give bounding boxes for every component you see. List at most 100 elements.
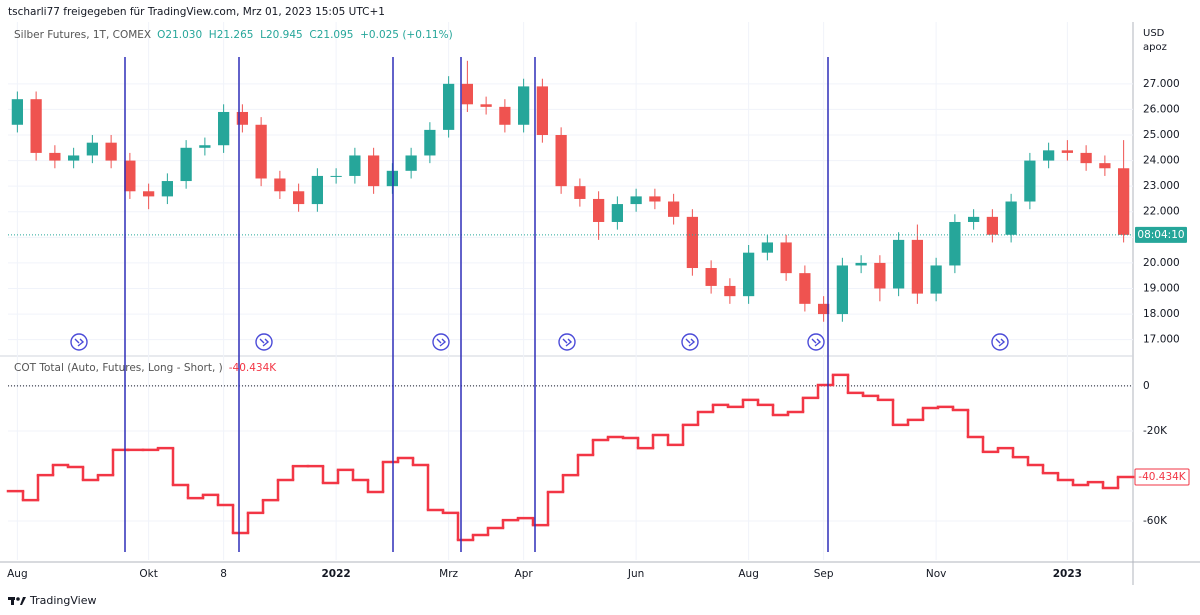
candle-body [443,83,455,130]
logo-part [16,597,20,601]
candle-body [1080,152,1092,164]
candle-body [574,186,586,199]
event-icons[interactable] [70,333,1009,351]
y-tick-label: 0 [1143,380,1150,392]
candle-body [818,303,830,315]
candle-body [874,262,886,289]
candle-body [499,106,511,125]
candle-body [536,86,548,135]
footer-logo [8,597,26,605]
last-price-box [1135,226,1187,243]
candle-body [630,196,642,205]
candle-body [293,191,305,205]
last-value-box [1134,468,1190,486]
candle-body [799,273,811,304]
event-icon[interactable] [255,333,273,351]
candle-body [780,242,792,274]
candle-body [143,191,155,197]
x-tick-label: Apr [515,568,534,580]
logo-part [11,597,14,605]
y-tick-label: 27.000 [1143,78,1180,90]
candle-body [480,104,492,107]
candle-body [86,142,98,156]
candle-body [893,239,905,289]
candle-body [649,196,661,202]
candle-body [518,86,530,125]
x-tick-label: Aug [7,568,28,580]
y-tick-label: 25.000 [1143,129,1180,141]
candle-body [274,178,286,192]
series-name: Silber Futures, 1T, COMEX [14,29,152,41]
event-icon[interactable] [991,333,1009,351]
candle-body [836,265,848,315]
candle-body [761,242,773,253]
y-tick-label: 18.000 [1143,308,1180,320]
logo-part [20,597,26,605]
event-icon[interactable] [432,333,450,351]
candle-body [593,198,605,222]
candle-body [1024,160,1036,202]
candle-body [330,175,342,177]
y-tick-label: 24.000 [1143,155,1180,167]
x-tick-label: Nov [926,568,947,580]
candle-body [180,147,192,182]
y-tick-label: 26.000 [1143,103,1180,115]
candle-body [255,124,267,179]
y-unit-note: apoz [1143,42,1167,53]
candle-body [424,129,436,156]
candle-body [11,99,23,125]
candle-body [986,216,998,235]
candle-body [743,252,755,297]
candle-body [1043,150,1055,161]
candle-body [405,155,417,171]
y-unit: USD [1143,28,1165,39]
candle-body [705,268,717,286]
event-icon[interactable] [681,333,699,351]
candle-body [911,239,923,294]
annotations [124,57,829,552]
event-icon[interactable] [70,333,88,351]
candle-body [968,216,980,222]
candle-body [218,111,230,146]
y-tick-label: -60K [1143,515,1168,527]
x-tick-label: Aug [738,568,759,580]
candle-body [1099,163,1111,169]
event-icon[interactable] [558,333,576,351]
x-tick-label: Jun [627,568,644,580]
candle-body [1005,201,1017,235]
last-value-label: -40.434K [1138,471,1187,483]
indicator-name: COT Total (Auto, Futures, Long - Short, … [14,362,223,374]
ohlc-values: O21.030 H21.265 L20.945 C21.095 +0.025 (… [157,29,453,41]
indicator-value: -40.434K [228,362,277,374]
candle-body [105,142,117,161]
y-tick-label: 19.000 [1143,282,1180,294]
marks: 17.00018.00019.00020.00021.00022.00023.0… [6,22,1190,580]
candle-body [930,265,942,294]
candle-body [611,204,623,222]
cot-legend: COT Total (Auto, Futures, Long - Short, … [14,362,282,374]
countdown: 08:04:10 [1137,229,1184,241]
y-tick-label: 23.000 [1143,180,1180,192]
candle-body [1118,168,1130,235]
x-tick-label: 8 [220,568,227,580]
y-tick-label: 17.000 [1143,334,1180,346]
candle-body [1061,150,1073,153]
x-tick-label: 2022 [322,568,351,580]
candle-body [30,99,42,153]
candle-body [311,175,323,205]
candle-body [668,201,680,217]
footer: TradingView [29,594,96,607]
event-icon[interactable] [807,333,825,351]
candle-body [855,262,867,266]
x-tick-label: Okt [139,568,157,580]
candle-body [368,155,380,187]
candle-body [199,145,211,148]
y-tick-label: 22.000 [1143,206,1180,218]
x-tick-label: Mrz [439,568,458,580]
candle-body [68,155,80,161]
candle-body [461,83,473,105]
candle-body [124,160,136,192]
candle-body [161,181,173,197]
